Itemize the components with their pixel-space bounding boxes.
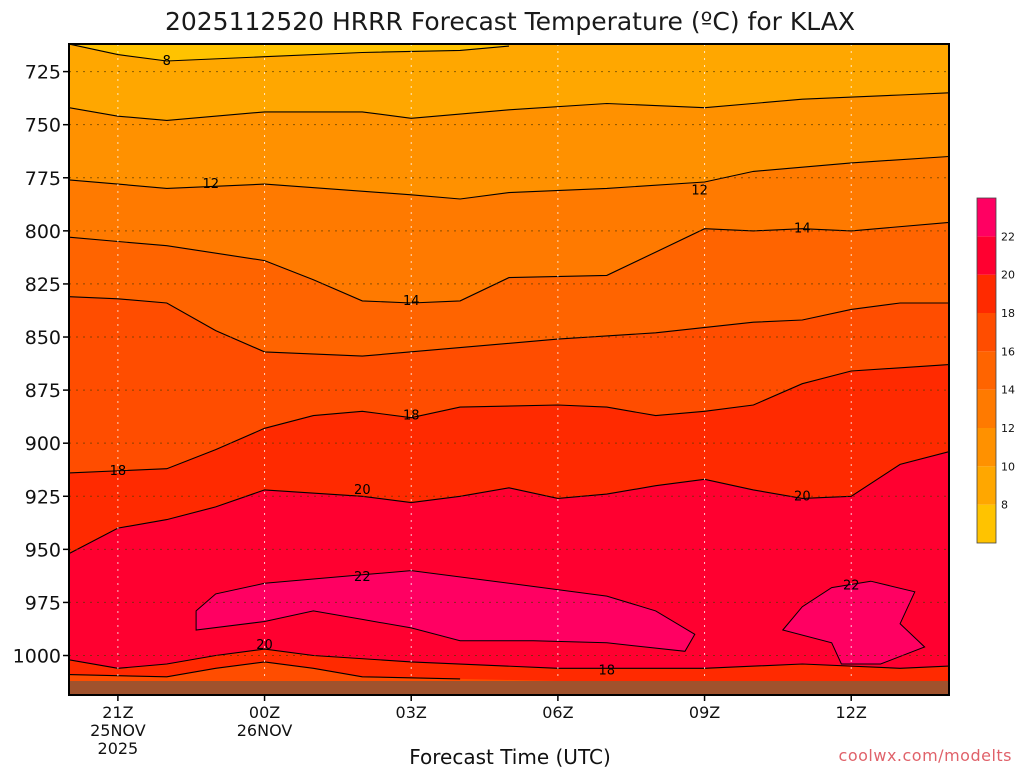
y-tick-label: 725 — [25, 62, 61, 84]
colorbar-label: 18 — [1001, 307, 1015, 320]
contour-line-20-surface — [69, 648, 949, 669]
y-tick-label: 875 — [25, 380, 61, 402]
y-tick-label: 825 — [25, 274, 61, 296]
y-tick-label: 750 — [25, 115, 61, 137]
colorbar-label: 12 — [1001, 422, 1015, 435]
y-tick-label: 850 — [25, 327, 61, 349]
contour-label: 14 — [794, 222, 811, 237]
contour-lines — [69, 44, 949, 680]
colorbar-segment — [977, 313, 996, 352]
contour-label: 20 — [354, 483, 371, 498]
colorbar-segment — [977, 351, 996, 390]
contour-label: 20 — [794, 489, 811, 504]
contour-label: 22 — [843, 578, 860, 593]
grid-lines — [69, 44, 949, 681]
band-6-8 — [69, 44, 509, 61]
x-tick-label: 09Z — [689, 703, 720, 722]
x-tick-label: 03Z — [396, 703, 427, 722]
terrain-strip — [69, 681, 949, 695]
contour-label: 14 — [403, 294, 420, 309]
x-tick-label: 25NOV — [90, 721, 146, 740]
contour-label: 18 — [599, 663, 616, 678]
contour-line-10 — [69, 92, 949, 121]
contour-line-12 — [69, 155, 949, 200]
colorbar-segment — [977, 466, 996, 505]
y-tick-label: 925 — [25, 486, 61, 508]
contour-label: 12 — [691, 184, 708, 199]
contour-line-14 — [69, 221, 949, 304]
colorbar-label: 20 — [1001, 269, 1015, 282]
x-tick-label: 26NOV — [237, 721, 293, 740]
contour-line-18 — [69, 364, 949, 474]
y-tick-label: 950 — [25, 539, 61, 561]
x-tick-label: 2025 — [98, 739, 139, 758]
colorbar-segment — [977, 236, 996, 275]
x-tick-label: 06Z — [542, 703, 573, 722]
colorbar-label: 14 — [1001, 384, 1015, 397]
contour-label: 18 — [110, 464, 127, 479]
x-tick-label: 12Z — [836, 703, 867, 722]
band-16-18-surface — [69, 661, 558, 681]
x-tick-label: 00Z — [249, 703, 280, 722]
colorbar: 8 10 12 14 16 18 20 22 — [976, 197, 1015, 544]
x-axis-label: Forecast Time (UTC) — [409, 745, 611, 768]
plot-area: 8 12 12 14 14 18 18 18 20 20 20 22 22 — [69, 44, 949, 695]
contour-line-8 — [69, 44, 510, 62]
colorbar-label: 22 — [1001, 230, 1015, 243]
y-tick-label: 800 — [25, 221, 61, 243]
contour-line-20 — [69, 451, 949, 555]
y-tick-label: 1000 — [13, 646, 61, 668]
contour-label: 12 — [203, 177, 220, 192]
temperature-bands — [69, 44, 949, 681]
chart-title: 2025112520 HRRR Forecast Temperature (ºC… — [165, 7, 855, 36]
colorbar-frame — [976, 197, 997, 544]
colorbar-segment — [977, 428, 996, 467]
axes: 725 750 775 800 825 850 875 900 925 950 975 1000 21Z… — [13, 43, 950, 758]
contour-labels: 8 12 12 14 14 18 18 18 20 20 20 22 22 — [110, 54, 860, 678]
y-tick-label: 975 — [25, 592, 61, 614]
colorbar-label: 8 — [1001, 499, 1008, 512]
colorbar-segment — [977, 198, 996, 237]
contour-label: 22 — [354, 570, 371, 585]
contour-label: 20 — [256, 638, 273, 653]
band-8-10 — [69, 44, 949, 121]
contour-label: 18 — [403, 409, 420, 424]
colorbar-label: 16 — [1001, 345, 1015, 358]
colorbar-label: 10 — [1001, 460, 1015, 473]
y-tick-label: 775 — [25, 168, 61, 190]
colorbar-segment — [977, 274, 996, 313]
band-22-24-region-1 — [195, 570, 696, 652]
contour-line-16 — [69, 296, 949, 357]
band-22-24-region-2 — [781, 580, 926, 665]
contour-label: 8 — [163, 54, 171, 69]
colorbar-segment — [977, 504, 996, 543]
colorbar-segment — [977, 389, 996, 428]
x-tick-label: 21Z — [102, 703, 133, 722]
plot-frame — [68, 43, 950, 696]
y-tick-label: 900 — [25, 433, 61, 455]
watermark-text: coolwx.com/modelts — [839, 746, 1012, 765]
